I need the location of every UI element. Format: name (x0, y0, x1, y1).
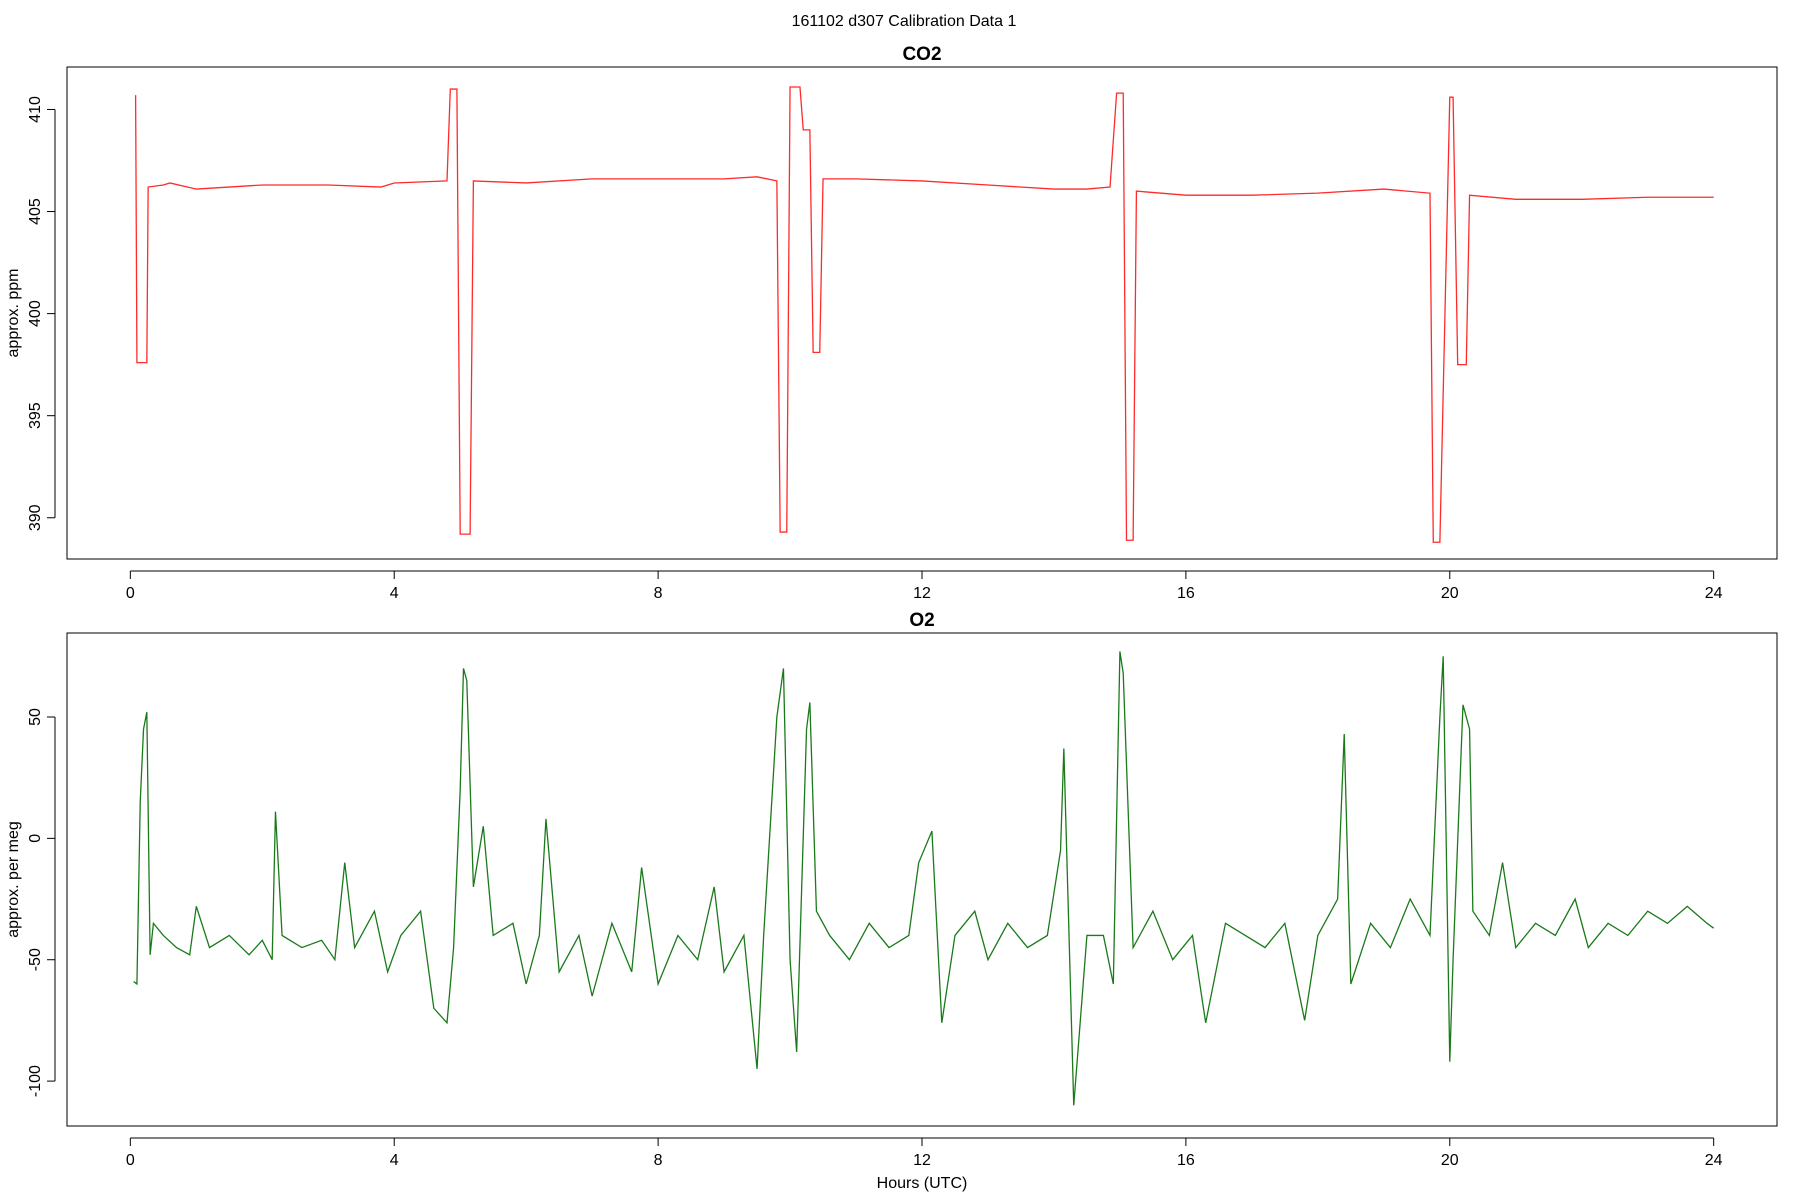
chart-title: O2 (909, 610, 934, 631)
data-line (133, 651, 1715, 1106)
plot-frame (66, 66, 1778, 560)
y-tick-label: -100 (27, 1065, 44, 1097)
y-tick-label: 395 (27, 402, 44, 429)
y-tick-label: 400 (27, 300, 44, 327)
x-tick-label: 0 (126, 585, 135, 602)
y-tick-label: 50 (27, 708, 44, 726)
y-axis-label: approx. per meg (5, 821, 22, 938)
x-axis-label: Hours (UTC) (877, 1175, 968, 1192)
x-tick-label: 4 (390, 585, 399, 602)
x-tick-label: 0 (126, 1152, 135, 1169)
plot-frame (66, 632, 1778, 1127)
x-tick-label: 4 (390, 1152, 399, 1169)
y-tick-label: 0 (27, 834, 44, 843)
y-tick-label: 410 (27, 96, 44, 123)
page-title: 161102 d307 Calibration Data 1 (792, 13, 1017, 30)
x-tick-label: 12 (913, 1152, 931, 1169)
x-tick-label: 16 (1177, 585, 1195, 602)
x-tick-label: 12 (913, 585, 931, 602)
x-tick-label: 8 (654, 585, 663, 602)
x-tick-label: 20 (1441, 585, 1459, 602)
x-tick-label: 24 (1705, 1152, 1723, 1169)
x-tick-label: 20 (1441, 1152, 1459, 1169)
x-tick-label: 8 (654, 1152, 663, 1169)
y-tick-label: 390 (27, 504, 44, 531)
y-tick-label: 405 (27, 198, 44, 225)
x-tick-label: 24 (1705, 585, 1723, 602)
x-tick-label: 16 (1177, 1152, 1195, 1169)
y-tick-label: -50 (27, 948, 44, 971)
y-axis-label: approx. ppm (5, 269, 22, 358)
data-line (134, 86, 1714, 543)
chart-title: CO2 (902, 44, 941, 65)
